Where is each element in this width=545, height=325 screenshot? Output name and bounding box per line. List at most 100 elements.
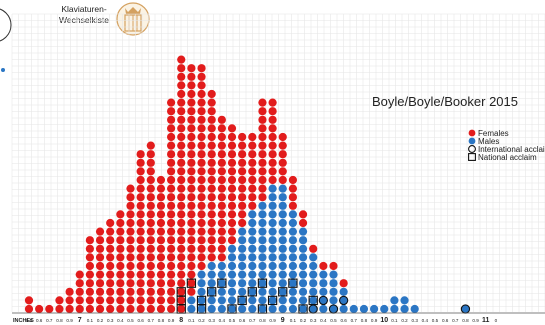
female-dot — [65, 296, 74, 305]
female-dot — [177, 261, 186, 271]
male-dot — [461, 304, 470, 314]
female-dot — [167, 236, 176, 245]
female-dot — [197, 158, 206, 167]
x-tick-label: 0.9 — [168, 318, 175, 323]
female-dot — [227, 167, 237, 176]
female-dot — [126, 287, 135, 296]
x-tick-label: 0.1 — [87, 318, 94, 323]
female-dot — [268, 150, 277, 159]
female-dot — [156, 184, 166, 193]
x-tick-label: 0.2 — [401, 318, 408, 323]
female-dot — [177, 64, 186, 73]
female-dot — [207, 253, 216, 262]
female-dot — [197, 261, 206, 271]
legend-label: Males — [478, 137, 499, 146]
female-dot — [217, 227, 226, 236]
female-dot — [238, 201, 247, 210]
female-dot — [156, 236, 166, 245]
male-dot — [319, 287, 328, 296]
male-dot — [268, 270, 277, 279]
female-dot — [227, 201, 237, 210]
female-dot — [126, 227, 135, 236]
male-dot — [390, 296, 399, 305]
male-dot — [339, 287, 348, 296]
female-dot — [238, 132, 247, 142]
female-dot — [116, 270, 125, 279]
national-acclaim-marker — [207, 287, 217, 297]
x-tick-label: 0.2 — [198, 318, 205, 323]
female-dot — [146, 193, 155, 202]
male-dot — [268, 279, 277, 288]
x-tick-label: 0.7 — [249, 318, 256, 323]
female-dot — [85, 279, 94, 288]
female-dot — [227, 150, 237, 159]
female-dot — [268, 98, 277, 107]
female-dot — [156, 287, 166, 296]
female-dot — [156, 201, 166, 210]
male-dot — [288, 227, 297, 236]
male-dot — [319, 296, 328, 305]
female-dot — [116, 227, 125, 236]
female-dot — [217, 193, 226, 202]
female-dot — [207, 201, 216, 210]
male-dot — [298, 270, 308, 279]
female-dot — [258, 141, 267, 150]
male-dot — [319, 304, 328, 314]
male-dot — [288, 279, 297, 288]
female-dot — [268, 158, 277, 167]
male-dot — [207, 296, 216, 305]
female-dot — [85, 261, 94, 271]
female-dot — [227, 175, 237, 185]
female-dot — [136, 244, 145, 253]
male-dot — [339, 296, 348, 305]
female-dot — [217, 210, 226, 219]
female-dot — [75, 270, 84, 279]
female-dot — [167, 261, 176, 271]
female-dot — [217, 201, 226, 210]
male-dot — [258, 201, 267, 210]
male-dot — [329, 287, 338, 296]
female-dot — [146, 227, 155, 236]
female-dot — [167, 296, 176, 305]
female-dot — [156, 218, 166, 228]
female-dot — [177, 287, 186, 296]
female-dot — [187, 193, 196, 202]
male-dot — [207, 279, 216, 288]
female-dot — [207, 193, 216, 202]
female-dot — [197, 107, 206, 116]
male-dot — [288, 253, 297, 262]
female-dot — [177, 55, 186, 64]
female-dot — [217, 175, 226, 185]
male-dot — [268, 184, 277, 193]
male-dot — [319, 270, 328, 279]
male-dot — [227, 261, 237, 271]
female-dot — [126, 218, 135, 228]
male-dot — [238, 253, 247, 262]
female-dot — [197, 81, 206, 90]
female-dot — [156, 304, 166, 314]
national-acclaim-marker — [247, 287, 257, 297]
female-dot — [197, 64, 206, 73]
female-dot — [126, 296, 135, 305]
male-dot — [258, 296, 267, 305]
male-dot — [197, 279, 206, 288]
female-dot — [167, 184, 176, 193]
female-dot — [197, 98, 206, 107]
female-dot — [177, 253, 186, 262]
female-dot — [187, 107, 196, 116]
female-dot — [238, 158, 247, 167]
x-tick-label: 0.9 — [269, 318, 276, 323]
male-dot — [207, 304, 216, 314]
female-dot — [248, 150, 257, 159]
female-dot — [248, 175, 257, 185]
x-tick-label: 0.6 — [36, 318, 43, 323]
female-dot — [167, 287, 176, 296]
female-dot — [136, 270, 145, 279]
female-dot — [136, 253, 145, 262]
female-dot — [106, 218, 115, 228]
female-dot — [227, 141, 237, 150]
male-dot — [227, 244, 237, 253]
x-tick-label: 0.8 — [259, 318, 266, 323]
male-dot — [278, 279, 287, 288]
female-dot — [177, 167, 186, 176]
